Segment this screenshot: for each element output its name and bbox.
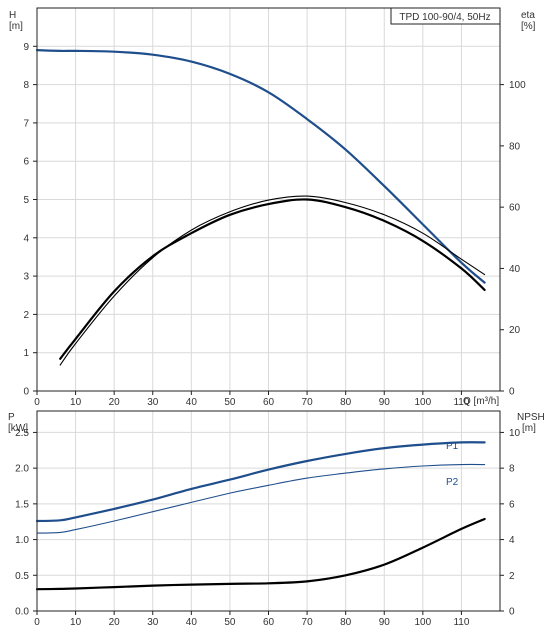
x-tick-label: 50 bbox=[224, 397, 236, 408]
bottom-axes: 0 10 20 30 40 50 60 70 80 90 100 1100.00.51.01.52.0… bbox=[15, 410, 521, 628]
series-p1-line bbox=[35, 441, 486, 523]
x-tick-label: 90 bbox=[379, 617, 391, 628]
right-tick-label: 20 bbox=[509, 325, 521, 336]
top-grid bbox=[37, 8, 500, 391]
right-tick-label: 6 bbox=[509, 499, 515, 510]
x-tick-label: 80 bbox=[340, 617, 352, 628]
left-tick-label: 5 bbox=[23, 195, 29, 206]
x-tick-label: 10 bbox=[70, 397, 82, 408]
left-tick-label: 2 bbox=[23, 310, 29, 321]
x-tick-label: 90 bbox=[379, 397, 391, 408]
x-tick-label: 100 bbox=[414, 617, 431, 628]
left-tick-label: 9 bbox=[23, 42, 29, 53]
x-tick-label: 100 bbox=[414, 397, 431, 408]
head-efficiency-chart: 0 10 20 30 40 50 60 70 80 90 100 110012345678902040… bbox=[9, 7, 536, 408]
series-eta1-line bbox=[59, 195, 486, 366]
x-tick-label: 60 bbox=[263, 397, 275, 408]
x-tick-label: 20 bbox=[109, 617, 121, 628]
right-tick-label: 40 bbox=[509, 264, 521, 275]
left-tick-label: 0.0 bbox=[15, 607, 29, 618]
bottom-series bbox=[35, 441, 486, 591]
x-tick-label: 70 bbox=[302, 617, 314, 628]
x-tick-label: 0 bbox=[34, 617, 40, 628]
left-tick-label: 4 bbox=[23, 233, 29, 244]
x-tick-label: 110 bbox=[453, 617, 469, 628]
series-eta2-line bbox=[59, 198, 486, 360]
x-tick-label: 60 bbox=[263, 617, 275, 628]
top-axes: 0 10 20 30 40 50 60 70 80 90 100 110012345678902040… bbox=[23, 7, 526, 408]
right-tick-label: 80 bbox=[509, 141, 521, 152]
right-tick-label: 0 bbox=[509, 607, 515, 618]
npsh-axis-label: NPSH bbox=[517, 412, 545, 423]
x-tick-label: 30 bbox=[147, 397, 159, 408]
eta-axis-label: eta bbox=[521, 10, 535, 21]
left-tick-label: 6 bbox=[23, 157, 29, 168]
right-tick-label: 2 bbox=[509, 571, 515, 582]
top-series bbox=[35, 49, 486, 366]
left-tick-label: 3 bbox=[23, 272, 29, 283]
left-tick-label: 8 bbox=[23, 80, 29, 91]
left-tick-label: 0 bbox=[23, 387, 29, 398]
series-label-p2: P2 bbox=[446, 477, 459, 488]
top-plot-frame bbox=[36, 7, 501, 392]
chart-title-frame bbox=[390, 7, 501, 25]
chart-title: TPD 100-90/4, 50Hz bbox=[399, 12, 490, 23]
power-axis-label: P bbox=[8, 412, 15, 423]
left-tick-label: 2.0 bbox=[15, 464, 29, 475]
series-label-p1: P1 bbox=[446, 441, 459, 452]
series-h-line bbox=[35, 49, 486, 284]
right-tick-label: 4 bbox=[509, 535, 515, 546]
npsh-axis-unit: [m] bbox=[522, 423, 536, 434]
head-axis-label: H bbox=[9, 10, 16, 21]
series-npsh-line bbox=[35, 517, 486, 591]
flow-axis-label: Q [m³/h] bbox=[463, 396, 499, 407]
eta-axis-unit: [%] bbox=[521, 21, 536, 32]
series-p2-line bbox=[36, 463, 486, 534]
x-tick-label: 110 bbox=[453, 397, 469, 408]
power-npsh-chart: 0 10 20 30 40 50 60 70 80 90 100 1100.00.51.01.52.0… bbox=[8, 410, 545, 628]
power-axis-unit: [kW] bbox=[8, 423, 28, 434]
x-tick-label: 80 bbox=[340, 397, 352, 408]
right-tick-label: 0 bbox=[509, 387, 515, 398]
bottom-plot-frame bbox=[36, 410, 501, 612]
right-tick-label: 8 bbox=[509, 464, 515, 475]
x-tick-label: 40 bbox=[186, 397, 198, 408]
x-tick-label: 20 bbox=[109, 397, 121, 408]
right-tick-label: 60 bbox=[509, 203, 521, 214]
left-tick-label: 1.5 bbox=[15, 499, 29, 510]
right-tick-label: 10 bbox=[509, 428, 521, 439]
chart-title-box: TPD 100-90/4, 50Hz bbox=[390, 7, 501, 25]
left-tick-label: 2.5 bbox=[15, 428, 29, 439]
left-tick-label: 7 bbox=[23, 118, 29, 129]
x-tick-label: 0 bbox=[34, 397, 40, 408]
x-tick-label: 10 bbox=[70, 617, 82, 628]
left-tick-label: 0.5 bbox=[15, 571, 29, 582]
x-tick-label: 70 bbox=[302, 397, 314, 408]
x-tick-label: 30 bbox=[147, 617, 159, 628]
x-tick-label: 40 bbox=[186, 617, 198, 628]
left-tick-label: 1 bbox=[23, 348, 29, 359]
x-tick-label: 50 bbox=[224, 617, 236, 628]
left-tick-label: 1.0 bbox=[15, 535, 29, 546]
right-tick-label: 100 bbox=[509, 80, 526, 91]
head-axis-unit: [m] bbox=[9, 21, 23, 32]
